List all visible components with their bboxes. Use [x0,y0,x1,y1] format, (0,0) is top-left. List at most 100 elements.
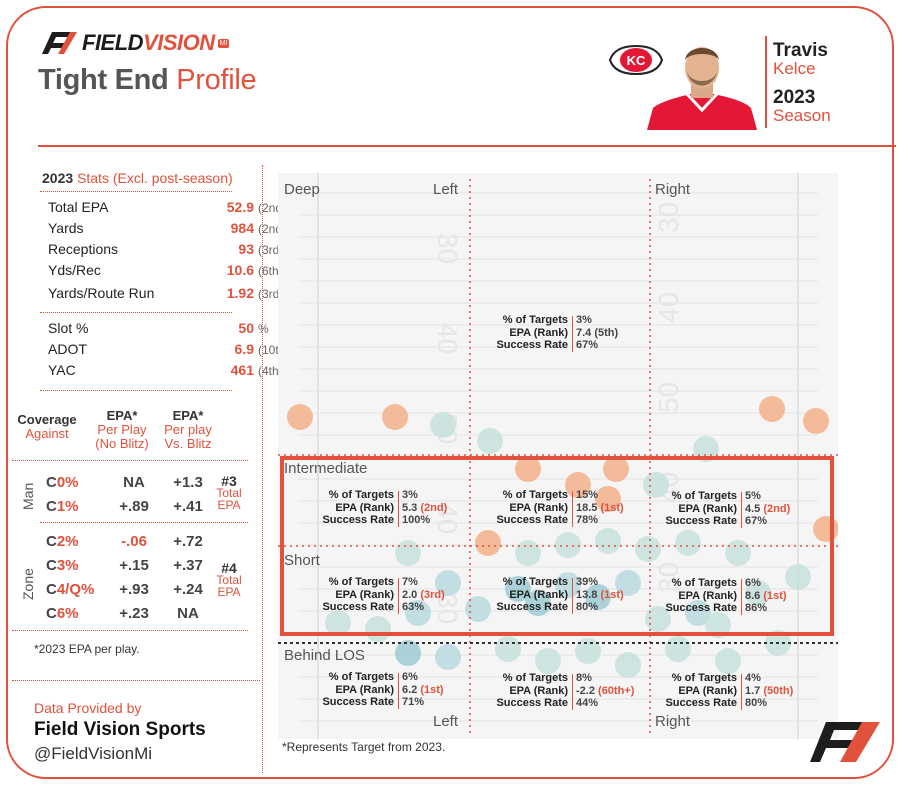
yard-number: 30 [653,202,684,233]
man-rank-badge: #3 Total EPA [216,473,242,512]
fv-corner-logo-icon [810,722,880,762]
target-dot [515,456,541,482]
target-dot [382,404,408,430]
cell-key: EPA (Rank) [335,501,394,514]
target-dot [725,540,751,566]
field-footnote: *Represents Target from 2023. [282,740,446,754]
zone-label-deep: Deep [284,181,320,198]
cell-epa: 4.5 (2nd) [745,502,791,515]
target-dot [477,428,503,454]
stat-label: Yds/Rec [48,262,101,278]
cell-separator [398,673,399,709]
cell-key: EPA (Rank) [678,589,737,602]
stat-value: 461 [230,362,254,378]
target-dot [745,580,771,606]
coverage-type: C1% [46,498,79,515]
epa-vs-blitz-header: EPA* Per play Vs. Blitz [164,408,212,451]
target-dot [287,404,313,430]
stat-value: 93 [238,241,254,257]
zone-label-intermediate: Intermediate [284,460,368,477]
zone-cell-short-left: % of Targets EPA (Rank) Success Rate 7% 2.0 … [288,576,488,616]
company-name: Field Vision Sports [34,719,206,740]
zone-group-label: Zone [20,568,36,600]
cell-success-rate: 78% [576,514,599,526]
zone-cell-short-mid: % of Targets EPA (Rank) Success Rate 39% 13.… [462,576,662,616]
svg-text:KC: KC [627,53,646,68]
target-dot [435,570,461,596]
cell-success-rate: 67% [576,339,599,351]
target-dot [645,606,671,632]
target-dot [535,648,561,674]
cell-pct: 6% [402,671,418,683]
yard-number: 40 [432,503,463,534]
epa-vs-blitz-value: +.41 [173,498,203,515]
stat-label: Total EPA [48,199,109,215]
epa-no-blitz-value: -.06 [121,533,147,550]
cell-key: % of Targets [671,577,737,589]
epa-vs-blitz-value: +1.3 [173,474,203,491]
cell-key: % of Targets [502,314,568,326]
target-dot [405,600,431,626]
cell-pct: 7% [402,576,418,588]
cell-key: % of Targets [671,672,737,684]
cell-separator [398,491,399,527]
zone-cell-blos-left: % of Targets EPA (Rank) Success Rate 6% 6.2 … [288,671,488,711]
cell-key: EPA (Rank) [509,501,568,514]
stat-value: 6.9 [234,341,254,357]
stats-bottom-divider [40,390,232,391]
card-frame [6,6,894,779]
target-dot [555,572,581,598]
intermediate-short-highlight [280,456,834,636]
data-provided-label: Data Provided by [34,700,142,716]
cell-success-rate: 67% [745,515,768,527]
stat-value: 52.9 [226,199,254,215]
cell-key: % of Targets [502,672,568,684]
cell-key: Success Rate [496,601,568,613]
cell-key: Success Rate [496,697,568,709]
stat-rank: (3rd) [258,287,284,301]
coverage-bottom-divider [12,630,248,631]
social-handle: @FieldVisionMi [34,744,153,763]
target-dot [505,576,531,602]
target-dot [595,486,621,512]
target-dot [395,640,421,666]
target-dot [785,564,811,590]
header-divider [38,145,896,147]
stat-rank: (6th) [258,264,283,278]
cell-epa: 5.3 (2nd) [402,501,448,514]
zone-label-behind-los: Behind LOS [284,647,365,664]
season-label: Season [773,106,831,125]
zone-cell-short-right: % of Targets EPA (Rank) Success Rate 6% 8.6 … [631,577,831,617]
fieldvision-logo: FIELDVISION MI [40,30,230,56]
epa-vs-blitz-value: NA [177,605,199,622]
right-label-bottom: Right [655,713,691,730]
cell-key: EPA (Rank) [335,588,394,601]
player-photo [647,47,757,130]
cell-pct: 39% [576,576,599,588]
stats-title-divider [40,191,232,192]
stat-label: Yards [48,220,84,236]
epa-vs-blitz-value: +.37 [173,557,203,574]
cell-key: EPA (Rank) [678,502,737,515]
cell-separator [398,578,399,614]
brand-name-red: VISION [143,30,215,55]
epa-vs-blitz-value: +.24 [173,581,203,598]
epa-no-blitz-header: EPA* Per Play (No Blitz) [95,408,149,451]
cell-separator [741,579,742,615]
cell-key: % of Targets [328,489,394,501]
chiefs-logo-icon: KC [608,44,664,76]
coverage-type: C2% [46,533,79,550]
epa-no-blitz-value: +.89 [119,498,149,515]
target-dot [665,636,691,662]
target-dot [603,456,629,482]
cell-success-rate: 71% [402,696,425,708]
cell-success-rate: 86% [745,602,768,614]
epa-no-blitz-value: +.23 [119,605,149,622]
cell-success-rate: 80% [576,601,599,613]
fv-logo-icon [42,32,77,54]
yard-number: 50 [653,382,684,413]
cell-key: Success Rate [322,514,394,526]
cell-key: Success Rate [496,339,568,351]
cell-key: % of Targets [502,576,568,588]
cell-separator [572,316,573,352]
